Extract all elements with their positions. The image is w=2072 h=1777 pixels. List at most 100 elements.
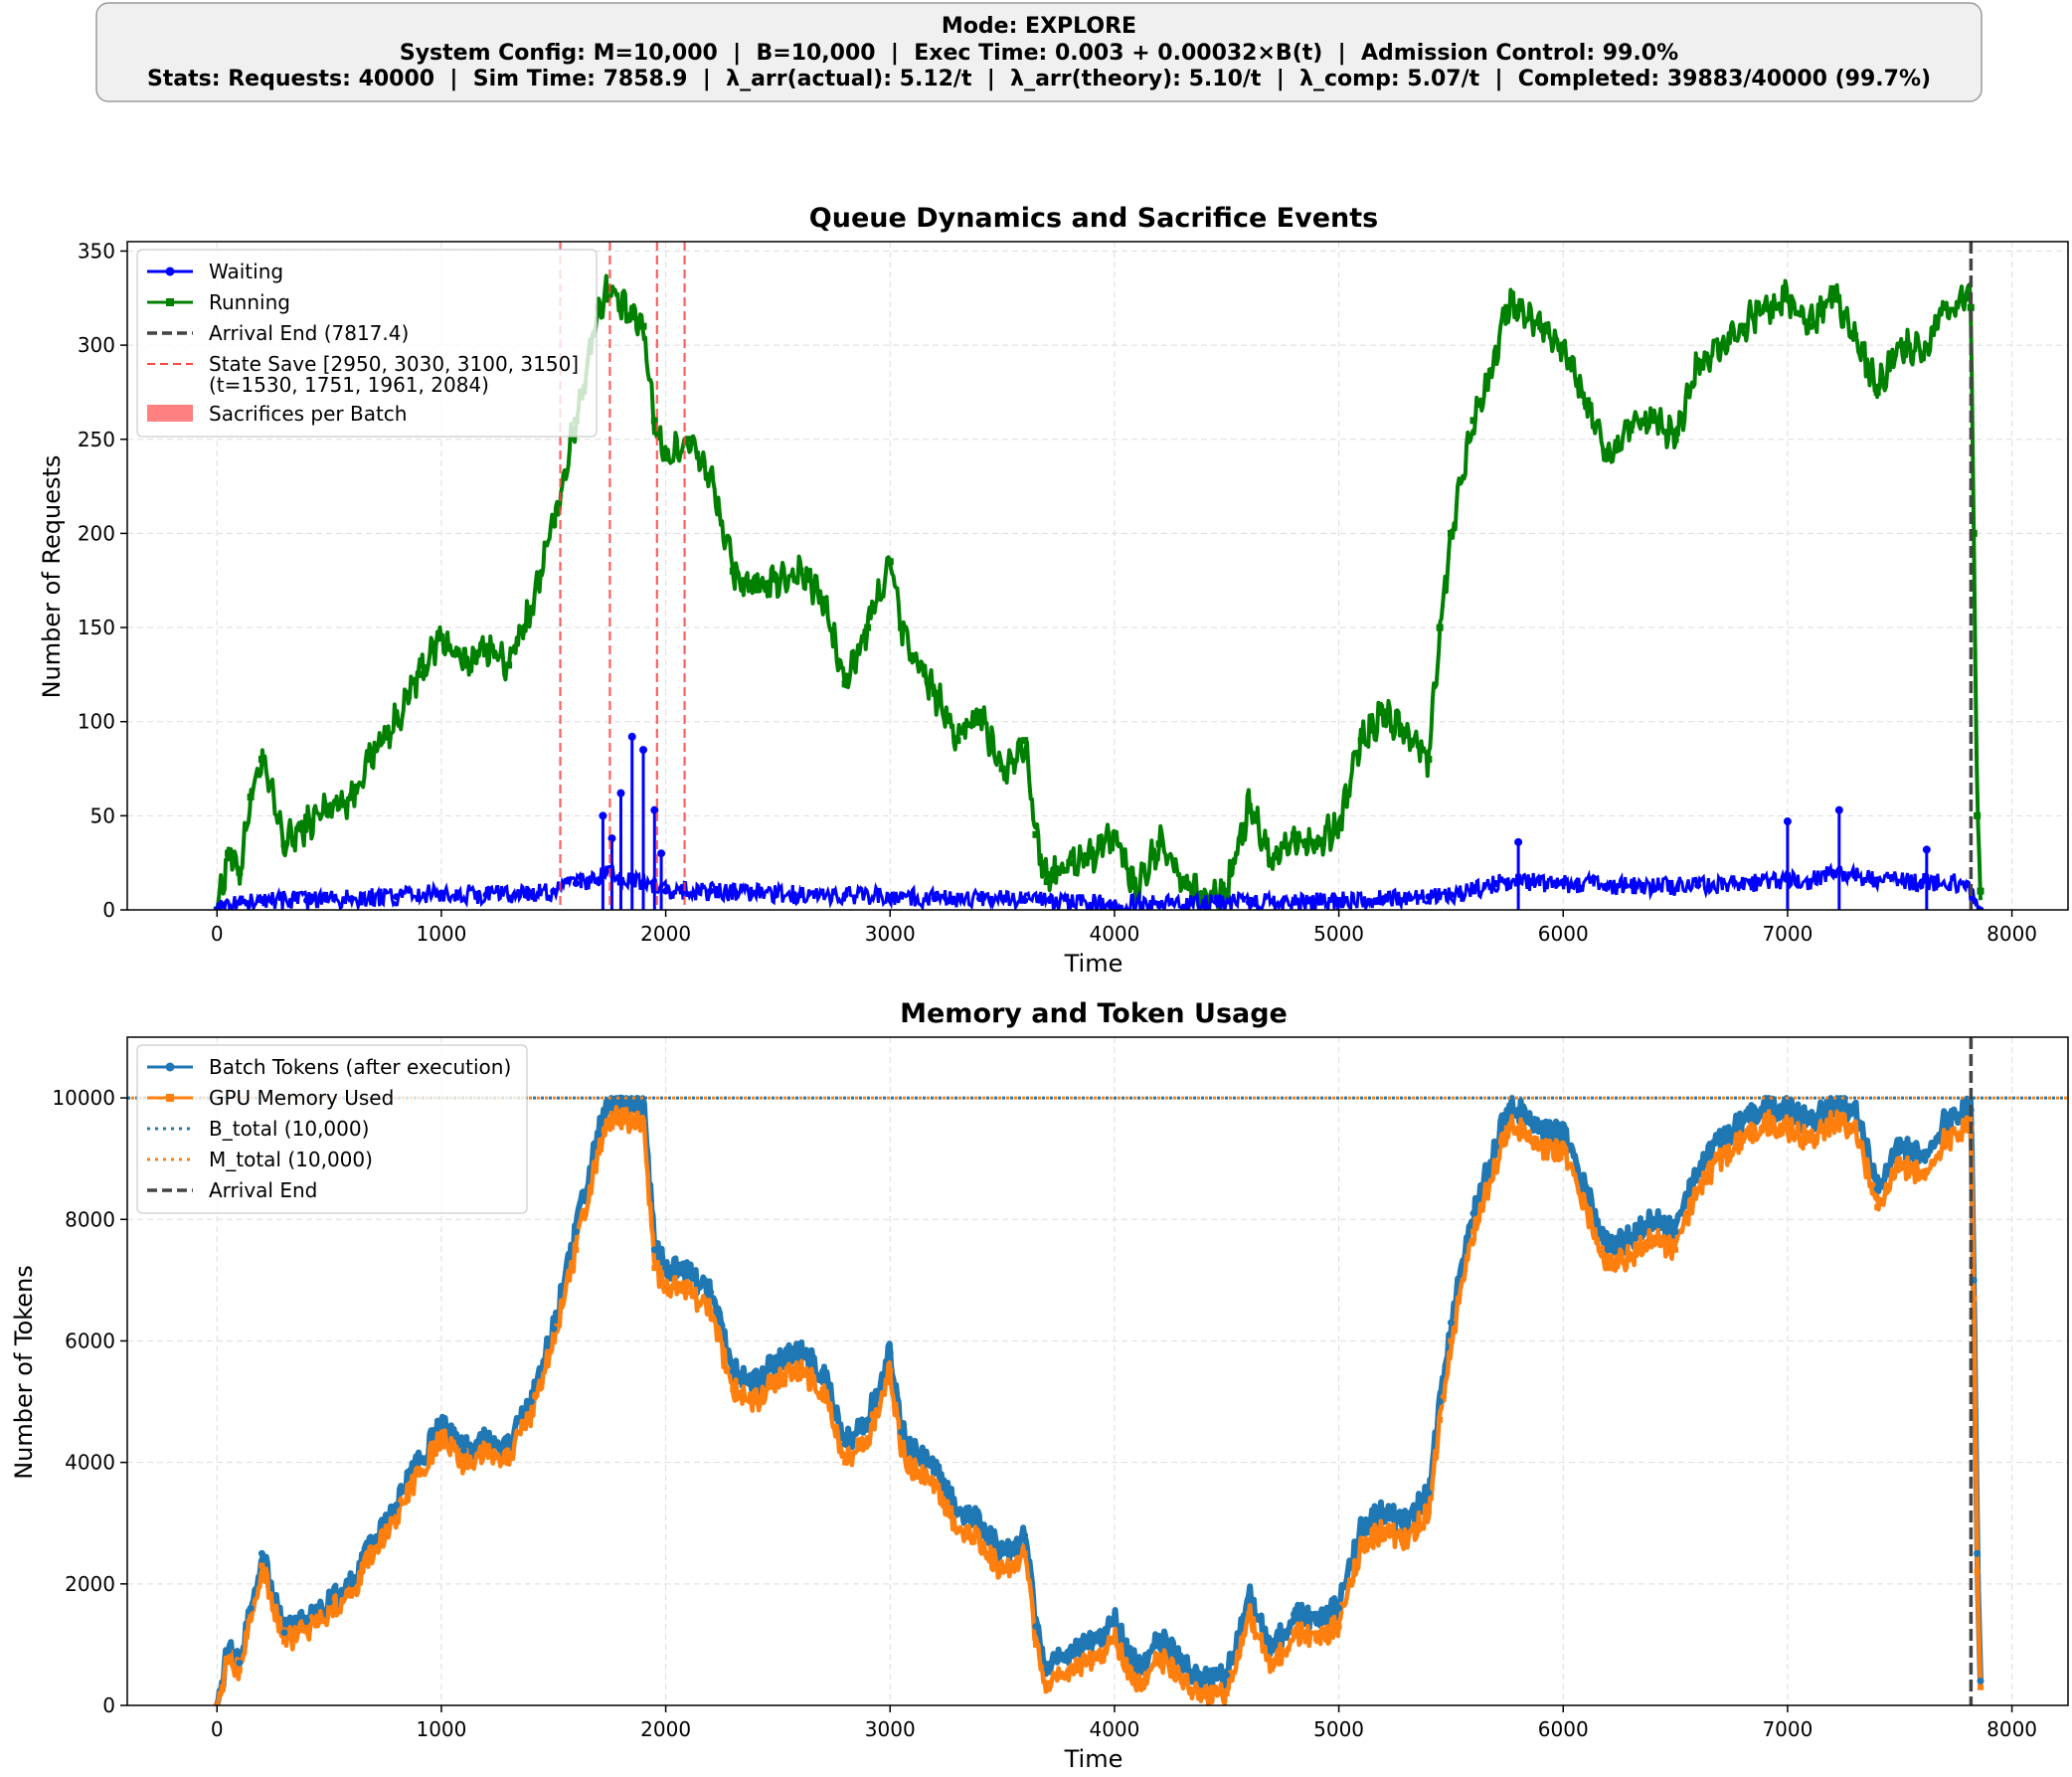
series-gpu-memory-point [483, 1447, 490, 1454]
series-waiting-point [1784, 876, 1792, 884]
series-waiting-point [1200, 900, 1208, 908]
series-waiting-point [236, 898, 244, 906]
y-tick-label: 350 [78, 239, 115, 263]
series-waiting-point [1021, 897, 1029, 905]
series-batch-tokens-point [886, 1349, 894, 1357]
series-running-point [325, 802, 333, 810]
series-waiting-point [752, 889, 760, 897]
series-batch-tokens-point [325, 1598, 333, 1606]
series-batch-tokens-point [953, 1508, 961, 1515]
series-running-point [1582, 398, 1590, 406]
series-gpu-memory-point [1358, 1544, 1365, 1551]
series-gpu-memory-point [1977, 1684, 1984, 1690]
series-batch-tokens-point [898, 1428, 906, 1436]
x-tick-label: 8000 [1986, 1717, 2037, 1741]
series-batch-tokens-point [1357, 1525, 1365, 1533]
series-batch-tokens-point [1436, 1398, 1444, 1406]
series-running-point [639, 322, 647, 330]
series-gpu-memory-point [225, 1657, 232, 1664]
x-tick-label: 2000 [640, 1717, 691, 1741]
series-gpu-memory-point [416, 1471, 423, 1478]
series-waiting-point [482, 891, 490, 899]
series-batch-tokens-point [976, 1519, 984, 1527]
x-tick-label: 1000 [416, 1717, 466, 1741]
series-waiting-point [1851, 872, 1859, 880]
series-batch-tokens-point [1806, 1119, 1813, 1127]
series-waiting-point [976, 895, 984, 903]
legend-label: Waiting [209, 260, 283, 283]
series-gpu-memory-point [1380, 1525, 1387, 1532]
series-waiting-point [1828, 868, 1836, 876]
series-gpu-memory-point [1021, 1550, 1028, 1557]
series-running-point [931, 689, 939, 697]
x-tick-label: 0 [211, 1717, 224, 1741]
series-running-point [1132, 887, 1140, 895]
series-batch-tokens-point [459, 1446, 467, 1454]
series-running-point [1312, 840, 1320, 848]
series-batch-tokens-point [1223, 1671, 1231, 1679]
series-gpu-memory-point [685, 1289, 692, 1296]
series-waiting-point [616, 789, 625, 798]
series-running-point [1357, 737, 1365, 745]
series-batch-tokens-point [303, 1616, 311, 1624]
series-gpu-memory-point [460, 1459, 467, 1466]
series-gpu-memory-point [628, 1119, 635, 1126]
series-batch-tokens-point [1941, 1119, 1949, 1127]
series-gpu-memory-point [1807, 1137, 1813, 1144]
series-gpu-memory-point [248, 1614, 255, 1621]
series-batch-tokens-point [1739, 1119, 1747, 1127]
x-tick-label: 5000 [1313, 1717, 1364, 1741]
series-running-point [998, 765, 1006, 773]
series-batch-tokens-point [684, 1270, 692, 1278]
series-running-point [898, 623, 906, 631]
series-gpu-memory-point [280, 1638, 287, 1645]
series-running-point [437, 633, 445, 641]
series-running-point [225, 849, 233, 857]
series-gpu-memory-point [864, 1435, 871, 1442]
series-running-point [1806, 322, 1813, 330]
series-batch-tokens-point [605, 1100, 613, 1108]
series-waiting-point [258, 897, 265, 905]
series-running-point [348, 793, 356, 800]
series-gpu-memory-point [1503, 1125, 1510, 1132]
y-tick-label: 6000 [65, 1329, 115, 1352]
legend: Batch Tokens (after execution) GPU Memory… [136, 1044, 528, 1214]
x-tick-label: 5000 [1313, 922, 1364, 946]
y-tick-label: 0 [102, 898, 115, 922]
series-batch-tokens-point [1290, 1610, 1297, 1618]
series-running-point [650, 417, 658, 425]
y-tick-label: 100 [78, 710, 115, 734]
series-running-point [1941, 303, 1949, 311]
legend-label: Arrival End [209, 1178, 317, 1202]
series-batch-tokens-point [1447, 1319, 1455, 1327]
series-gpu-memory-point [1560, 1150, 1567, 1156]
series-gpu-memory-point [393, 1513, 400, 1520]
series-running-point [527, 605, 535, 613]
series-running-point [752, 586, 760, 594]
series-batch-tokens-point [650, 1246, 658, 1254]
series-batch-tokens-point [931, 1465, 939, 1473]
series-running-point [1970, 529, 1978, 537]
series-gpu-memory-point [1694, 1185, 1701, 1192]
series-running-point [280, 840, 288, 848]
series-waiting-point [657, 849, 666, 858]
series-gpu-memory-point [1672, 1246, 1679, 1253]
series-running-point [415, 670, 423, 678]
series-running-point [1492, 351, 1500, 359]
series-gpu-memory-point [651, 1265, 658, 1272]
legend-label: M_total (10,000) [209, 1148, 373, 1171]
series-batch-tokens-point [1559, 1131, 1567, 1139]
series-waiting-point [639, 879, 647, 887]
series-gpu-memory-point [1201, 1692, 1208, 1699]
series-gpu-memory-point [1605, 1265, 1612, 1272]
series-running-point [1469, 417, 1477, 425]
series-batch-tokens-point [1537, 1125, 1545, 1133]
series-running-point [1032, 830, 1040, 838]
x-tick-label: 3000 [865, 922, 916, 946]
series-waiting-point [303, 897, 311, 905]
series-waiting-point [1834, 805, 1843, 814]
series-running-point [1974, 811, 1982, 819]
y-tick-label: 0 [102, 1693, 115, 1717]
series-waiting-point [1514, 837, 1523, 846]
series-gpu-memory-point [1313, 1635, 1320, 1642]
